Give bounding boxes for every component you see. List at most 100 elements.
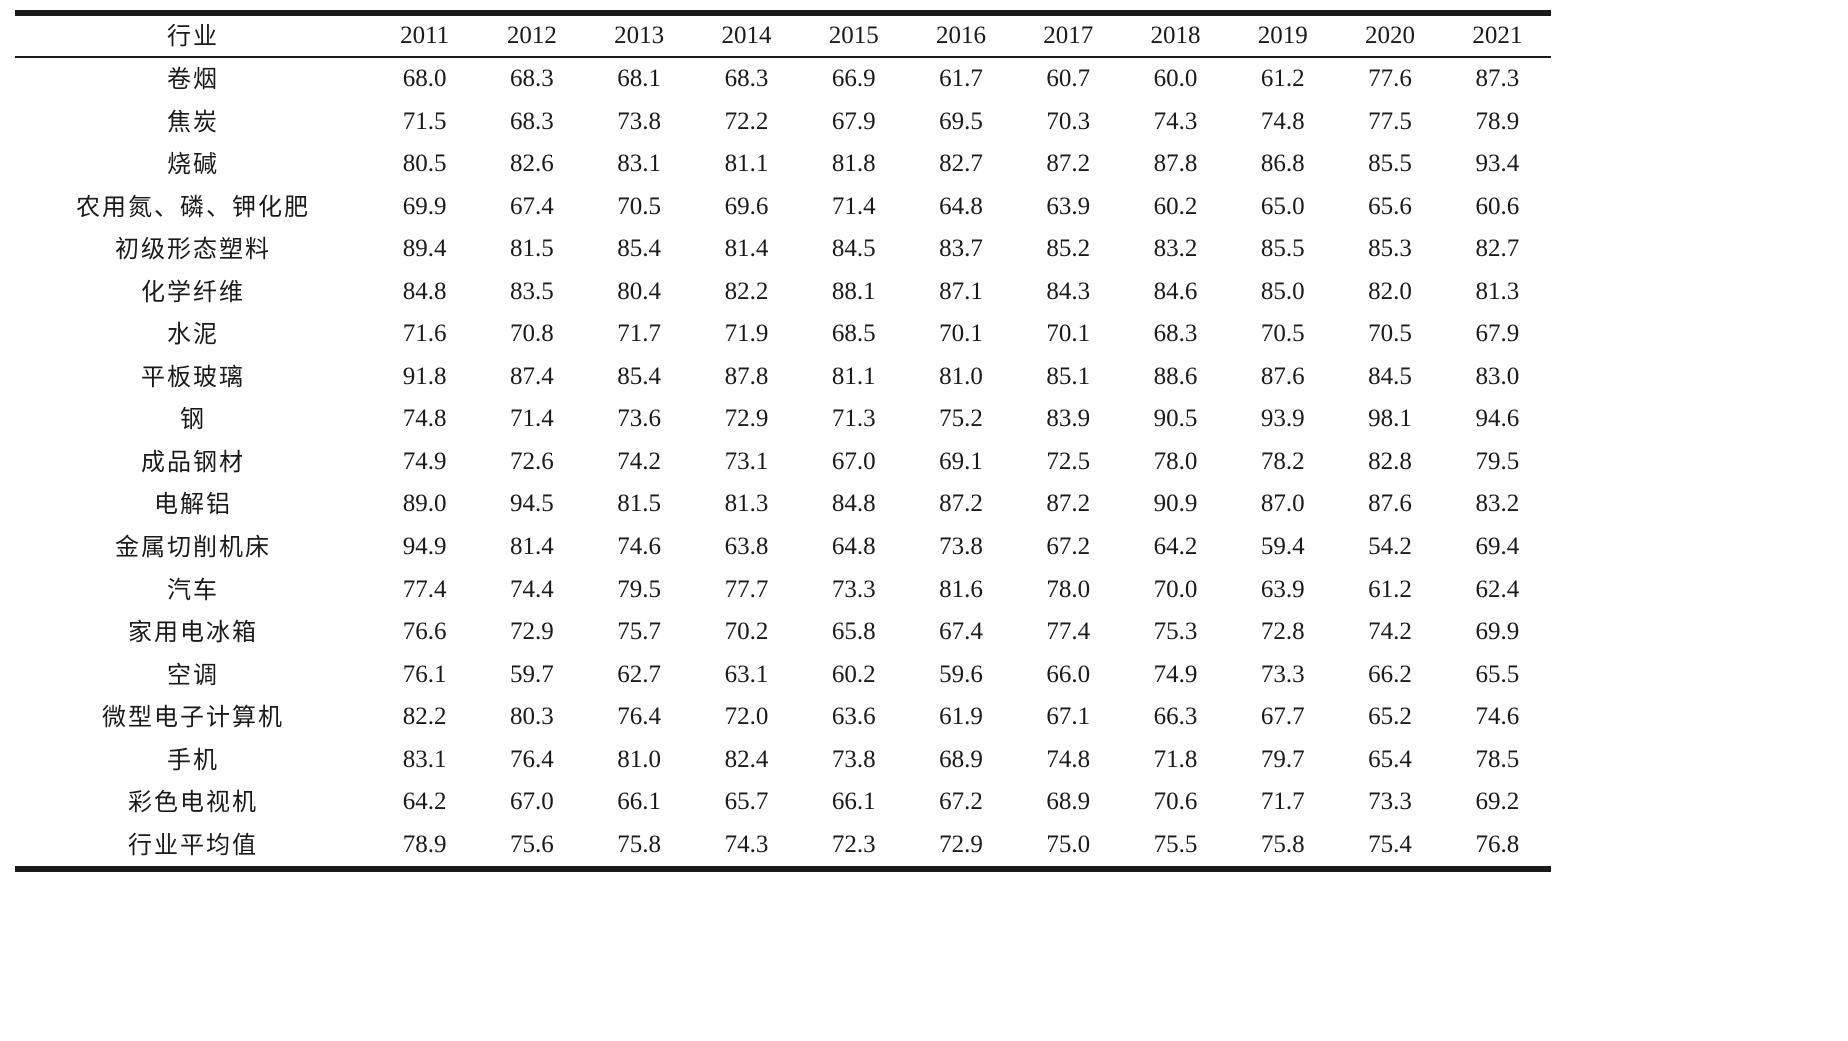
value-cell: 72.2 bbox=[724, 107, 769, 135]
table-row: 手机 83.1 76.4 81.0 82.4 73.8 68.9 74.8 71.8 79.7 65… bbox=[15, 739, 1551, 782]
table-row: 彩色电视机 64.2 67.0 66.1 65.7 66.1 67.2 68.9 70.6 71.… bbox=[15, 781, 1551, 824]
value-cell: 85.4 bbox=[617, 362, 662, 390]
value-cell: 83.5 bbox=[510, 277, 554, 305]
value-cell: 87.2 bbox=[1046, 490, 1091, 518]
value-cell: 82.7 bbox=[1475, 235, 1520, 263]
industry-name: 化学纤维 bbox=[141, 277, 245, 306]
header-year: 2016 bbox=[935, 22, 986, 49]
industry-name: 钢 bbox=[180, 405, 206, 434]
value-cell: 79.7 bbox=[1260, 745, 1305, 773]
header-year: 2013 bbox=[614, 22, 665, 49]
value-cell: 82.4 bbox=[724, 745, 769, 773]
value-cell: 82.7 bbox=[939, 150, 983, 178]
value-cell: 75.0 bbox=[1046, 830, 1091, 858]
value-cell: 76.4 bbox=[510, 745, 554, 773]
header-year: 2019 bbox=[1257, 22, 1308, 49]
value-cell: 70.8 bbox=[510, 320, 554, 348]
value-cell: 65.4 bbox=[1368, 745, 1412, 773]
value-cell: 93.9 bbox=[1260, 405, 1305, 433]
value-cell: 82.2 bbox=[724, 277, 769, 305]
value-cell: 65.0 bbox=[1260, 192, 1305, 220]
value-cell: 74.3 bbox=[1153, 107, 1198, 135]
value-cell: 87.6 bbox=[1260, 362, 1305, 390]
table-row: 行业平均值 78.9 75.6 75.8 74.3 72.3 72.9 75.0 75.5 75.… bbox=[15, 824, 1551, 867]
value-cell: 67.0 bbox=[510, 788, 554, 816]
value-cell: 71.9 bbox=[724, 320, 769, 348]
header-rule bbox=[15, 56, 1551, 58]
value-cell: 68.3 bbox=[510, 107, 554, 135]
industry-name: 农用氮、磷、钾化肥 bbox=[76, 192, 310, 221]
value-cell: 65.6 bbox=[1368, 192, 1412, 220]
table-row: 家用电冰箱 76.6 72.9 75.7 70.2 65.8 67.4 77.4 75.3 72.… bbox=[15, 611, 1551, 654]
table-row: 焦炭 71.5 68.3 73.8 72.2 67.9 69.5 70.3 74.3 74.8 77… bbox=[15, 101, 1551, 144]
value-cell: 66.2 bbox=[1368, 660, 1412, 688]
header-year: 2021 bbox=[1472, 22, 1523, 49]
value-cell: 81.6 bbox=[939, 575, 983, 603]
table-row: 金属切削机床 94.9 81.4 74.6 63.8 64.8 73.8 67.2 64.2 59… bbox=[15, 526, 1551, 569]
value-cell: 83.9 bbox=[1046, 405, 1091, 433]
value-cell: 60.6 bbox=[1475, 192, 1520, 220]
table-row: 水泥 71.6 70.8 71.7 71.9 68.5 70.1 70.1 68.3 70.5 70… bbox=[15, 313, 1551, 356]
value-cell: 67.2 bbox=[1046, 533, 1091, 561]
value-cell: 69.4 bbox=[1475, 533, 1520, 561]
industry-name: 行业平均值 bbox=[128, 830, 258, 859]
value-cell: 66.0 bbox=[1046, 660, 1091, 688]
value-cell: 81.5 bbox=[617, 490, 662, 518]
header-year: 2015 bbox=[828, 22, 879, 49]
value-cell: 93.4 bbox=[1475, 150, 1520, 178]
value-cell: 63.8 bbox=[724, 533, 769, 561]
value-cell: 73.3 bbox=[1368, 788, 1412, 816]
value-cell: 75.7 bbox=[617, 618, 662, 646]
value-cell: 68.3 bbox=[1153, 320, 1198, 348]
value-cell: 80.3 bbox=[510, 703, 554, 731]
value-cell: 65.7 bbox=[724, 788, 769, 816]
value-cell: 67.9 bbox=[831, 107, 876, 135]
value-cell: 85.5 bbox=[1260, 235, 1305, 263]
value-cell: 70.5 bbox=[1368, 320, 1412, 348]
header-year: 2018 bbox=[1150, 22, 1201, 49]
value-cell: 83.2 bbox=[1153, 235, 1198, 263]
table-row: 钢 74.8 71.4 73.6 72.9 71.3 75.2 83.9 90.5 93.9 98.… bbox=[15, 398, 1551, 441]
value-cell: 89.4 bbox=[402, 235, 447, 263]
table-body: 卷烟 68.0 68.3 68.1 68.3 66.9 61.7 60.7 60.0 61.2 77… bbox=[15, 58, 1551, 866]
value-cell: 77.7 bbox=[724, 575, 769, 603]
value-cell: 94.6 bbox=[1475, 405, 1520, 433]
value-cell: 71.4 bbox=[510, 405, 554, 433]
industry-name: 焦炭 bbox=[167, 107, 219, 136]
industry-name: 家用电冰箱 bbox=[128, 618, 258, 647]
data-table-container: 行业 2011 2012 2013 2014 2015 2016 2017 2018 2019 2… bbox=[15, 10, 1551, 873]
value-cell: 72.3 bbox=[831, 830, 876, 858]
value-cell: 72.8 bbox=[1260, 618, 1305, 646]
industry-name: 卷烟 bbox=[167, 65, 219, 93]
header-year: 2017 bbox=[1043, 22, 1094, 49]
value-cell: 67.7 bbox=[1260, 703, 1305, 731]
value-cell: 89.0 bbox=[402, 490, 447, 518]
value-cell: 87.0 bbox=[1260, 490, 1305, 518]
value-cell: 59.4 bbox=[1260, 533, 1305, 561]
value-cell: 84.5 bbox=[831, 235, 876, 263]
value-cell: 78.0 bbox=[1046, 575, 1091, 603]
value-cell: 81.8 bbox=[831, 150, 876, 178]
value-cell: 74.8 bbox=[1260, 107, 1305, 135]
industry-name: 微型电子计算机 bbox=[102, 703, 284, 732]
value-cell: 64.8 bbox=[831, 533, 876, 561]
value-cell: 69.5 bbox=[939, 107, 983, 135]
value-cell: 85.4 bbox=[617, 235, 662, 263]
value-cell: 71.3 bbox=[831, 405, 876, 433]
value-cell: 67.0 bbox=[831, 447, 876, 475]
value-cell: 81.5 bbox=[510, 235, 554, 263]
value-cell: 65.8 bbox=[831, 618, 876, 646]
value-cell: 69.9 bbox=[1475, 618, 1520, 646]
value-cell: 60.2 bbox=[1153, 192, 1198, 220]
value-cell: 82.2 bbox=[402, 703, 447, 731]
value-cell: 81.3 bbox=[1475, 277, 1520, 305]
value-cell: 87.4 bbox=[510, 362, 554, 390]
value-cell: 87.3 bbox=[1475, 65, 1520, 92]
value-cell: 78.9 bbox=[402, 830, 447, 858]
value-cell: 74.8 bbox=[1046, 745, 1091, 773]
value-cell: 71.7 bbox=[1260, 788, 1305, 816]
value-cell: 63.6 bbox=[831, 703, 876, 731]
value-cell: 64.2 bbox=[1153, 533, 1198, 561]
capacity-utilization-table-body: 卷烟 68.0 68.3 68.1 68.3 66.9 61.7 60.7 60.0 61.2 77… bbox=[15, 58, 1551, 866]
value-cell: 81.0 bbox=[617, 745, 662, 773]
